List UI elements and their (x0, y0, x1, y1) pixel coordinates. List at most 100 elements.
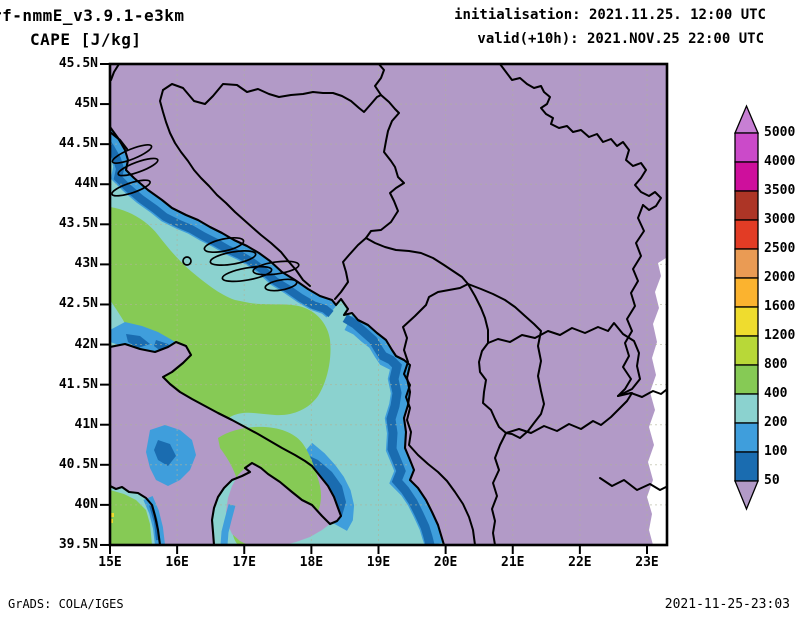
slovenia-border (110, 64, 120, 81)
italy-tyrrhenian-coastline (110, 484, 162, 545)
colorbar-level-label: 4000 (764, 154, 796, 169)
lon-label: 17E (232, 555, 256, 570)
lat-label: 45N (74, 96, 98, 112)
colorbar-level-label: 2000 (764, 270, 796, 285)
bulgaria-macedonia-border (617, 389, 667, 398)
colorbar-segment (734, 277, 759, 308)
lat-label: 41.5N (58, 376, 98, 392)
colorbar-level-label: 3000 (764, 212, 796, 227)
cape-400-800-region-sw (110, 490, 152, 545)
lat-label: 39.5N (58, 536, 98, 552)
lat-label: 41N (74, 416, 98, 432)
colorbar-level-label: 200 (764, 415, 788, 430)
island-outline (221, 265, 273, 283)
lon-label: 15E (98, 555, 122, 570)
colorbar-segment (734, 219, 759, 250)
valid-time: valid(+10h): 2021.NOV.25 22:00 UTC (477, 31, 764, 47)
kosovo-west-border (467, 283, 507, 434)
lat-label: 44.5N (58, 136, 98, 152)
cape-50-100-campania-speck (154, 440, 176, 466)
colorbar-segment (734, 248, 759, 279)
model-title: rf-nmmE_v3.9.1-e3km (0, 6, 185, 25)
island-outline (203, 236, 245, 254)
colorbar-top-arrow (734, 104, 759, 134)
colorbar-segment (734, 335, 759, 366)
colorbar-level-label: 800 (764, 357, 788, 372)
colorbar-segment (734, 422, 759, 453)
lon-label: 22E (568, 555, 592, 570)
lon-label: 16E (165, 555, 189, 570)
colorbar-segment (734, 190, 759, 221)
map-fill-layers (110, 64, 667, 545)
bosnia-north-drina-border (162, 83, 405, 239)
lat-label: 44N (74, 176, 98, 192)
balkan-coastline (110, 125, 446, 545)
grads-credit: GrADS: COLA/IGES (8, 597, 124, 611)
bosnia-southwest-border (159, 89, 311, 287)
island-outline (111, 144, 153, 164)
colorbar-level-label: 100 (764, 444, 788, 459)
model-domain-gap (647, 258, 666, 545)
country-borders (110, 64, 667, 545)
colorbar-segment (734, 132, 759, 163)
island-outline (182, 256, 192, 266)
greece-south-border (599, 477, 667, 491)
serbia-montenegro-albania-border (365, 237, 476, 545)
creation-timestamp: 2021-11-25-23:03 (664, 597, 790, 612)
island-outline (209, 250, 257, 266)
croatia-serbia-danube-border (374, 64, 385, 96)
initialisation-time: initialisation: 2021.11.25. 12:00 UTC (454, 7, 766, 23)
island-outline (111, 179, 151, 197)
lat-label: 43N (74, 256, 98, 272)
croatian-islands (111, 144, 300, 292)
macedonia-south-border (505, 392, 633, 434)
colorbar-segment (734, 306, 759, 337)
lat-label: 42N (74, 336, 98, 352)
colorbar-level-label: 400 (764, 386, 788, 401)
colorbar-bottom-arrow (734, 480, 759, 511)
colorbar-level-label: 2500 (764, 241, 796, 256)
island-outline (117, 157, 159, 177)
coastlines (110, 125, 446, 545)
island-outline (252, 260, 300, 276)
lat-label: 45.5N (58, 56, 98, 71)
balkan-land (110, 64, 667, 545)
cape-1200-speck-1 (110, 513, 114, 517)
serbia-romania-danube-border (499, 64, 662, 211)
lon-label: 23E (635, 555, 659, 570)
cape-1200-speck-2 (110, 519, 113, 523)
lon-label: 19E (366, 555, 391, 570)
colorbar-level-label: 50 (764, 473, 780, 488)
gulf-of-taranto-lt50 (226, 463, 330, 545)
lon-label: 21E (501, 555, 525, 570)
lat-label: 40.5N (58, 456, 98, 472)
colorbar-segment (734, 161, 759, 192)
cape-100-200-taranto-west-strip (220, 504, 236, 545)
colorbar-segment (734, 393, 759, 424)
kvarner-coast-fragment (110, 130, 129, 151)
gridlines (110, 64, 667, 545)
serbia-bulgaria-border (617, 204, 645, 397)
lat-label: 40N (74, 496, 98, 512)
bosnia-montenegro-border (334, 237, 367, 300)
colorbar-level-label: 5000 (764, 125, 796, 140)
lon-label: 20E (433, 555, 458, 570)
colorbar-level-label: 3500 (764, 183, 796, 198)
field-title: CAPE [J/kg] (30, 30, 142, 49)
lat-label: 43.5N (58, 216, 98, 232)
colorbar-level-label: 1600 (764, 299, 796, 314)
cape-50-100-albania-band (342, 314, 435, 545)
lat-label: 42.5N (58, 296, 98, 312)
cape-50-100-gargano-speck-1 (126, 334, 150, 348)
macedonia-greece-border (491, 432, 507, 545)
colorbar-segment (734, 364, 759, 395)
lon-label: 18E (299, 555, 324, 570)
colorbar-segment (734, 451, 759, 482)
italy-adriatic-coastline (110, 340, 343, 545)
macedonia-north-border (487, 322, 641, 397)
colorbar (734, 104, 759, 511)
axis-ticks (100, 63, 648, 554)
colorbar-level-label: 1200 (764, 328, 796, 343)
